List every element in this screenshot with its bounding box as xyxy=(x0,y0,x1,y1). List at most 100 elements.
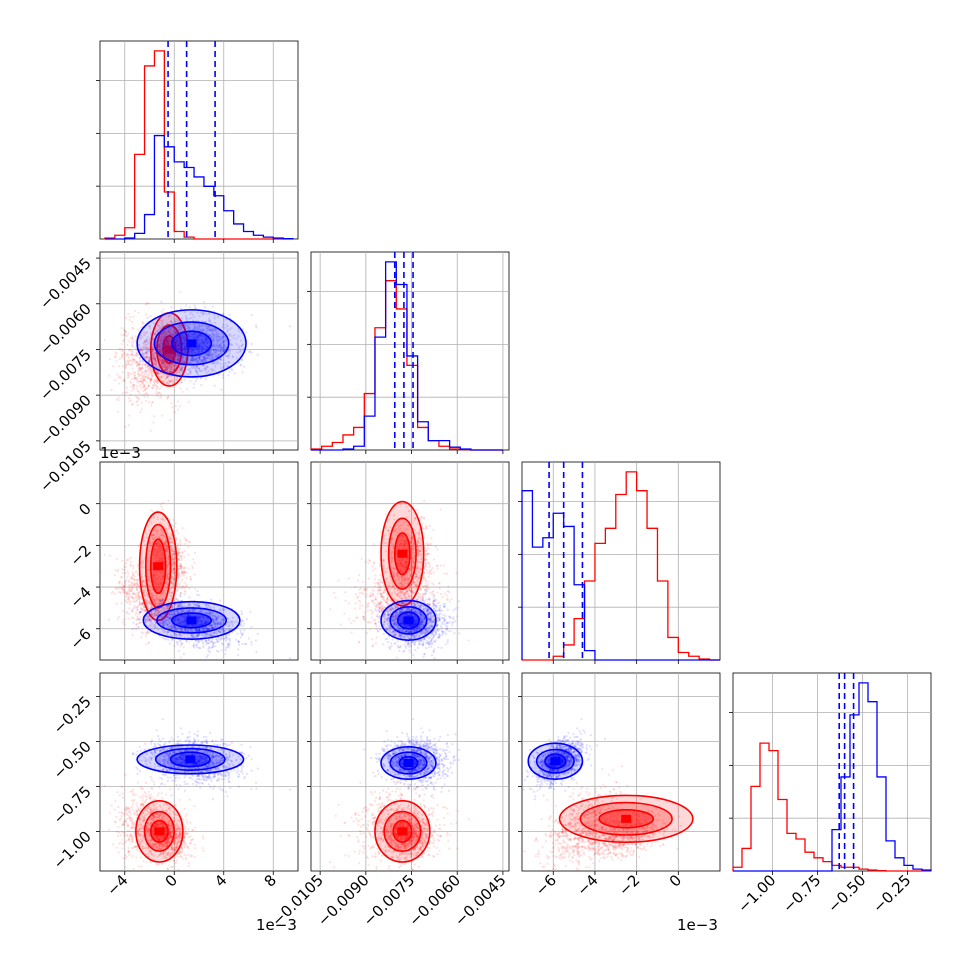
sample-point xyxy=(151,350,154,353)
sample-point xyxy=(161,335,165,338)
sample-point xyxy=(141,349,144,352)
sample-point xyxy=(168,370,171,373)
sample-point xyxy=(144,369,147,372)
sample-point xyxy=(170,363,173,366)
sample-point xyxy=(164,369,167,372)
sample-point xyxy=(135,581,138,585)
sample-point xyxy=(167,338,170,341)
sample-point xyxy=(169,320,172,323)
sample-point xyxy=(220,345,223,349)
sample-point xyxy=(133,374,136,377)
sample-point xyxy=(180,381,183,384)
sample-point xyxy=(166,354,170,358)
sample-point xyxy=(153,358,157,361)
sample-point xyxy=(161,360,164,364)
sample-point xyxy=(157,329,160,332)
sample-point xyxy=(117,399,120,402)
sample-point xyxy=(137,379,140,382)
sample-point xyxy=(159,327,162,330)
sample-point xyxy=(165,369,168,372)
sample-point xyxy=(120,327,123,330)
sample-point xyxy=(181,368,184,372)
sample-point xyxy=(131,326,134,329)
sample-point xyxy=(154,384,157,387)
sample-point xyxy=(187,400,190,404)
sample-point xyxy=(170,353,173,356)
sample-point xyxy=(138,392,141,395)
sample-point xyxy=(181,338,184,341)
sample-point xyxy=(158,355,162,359)
sample-point xyxy=(176,529,179,532)
sample-point xyxy=(147,340,150,343)
sample-point xyxy=(173,525,176,528)
sample-point xyxy=(148,355,151,359)
sample-point xyxy=(195,377,199,380)
sample-point xyxy=(218,599,222,602)
sample-point xyxy=(159,343,162,347)
sample-point xyxy=(214,328,217,331)
sample-point xyxy=(130,341,133,344)
sample-point xyxy=(214,348,217,351)
sample-point xyxy=(133,377,137,380)
sample-point xyxy=(180,554,183,557)
sample-point xyxy=(222,638,225,641)
sample-point xyxy=(157,348,161,351)
sample-point xyxy=(126,359,129,362)
sample-point xyxy=(152,385,155,388)
sample-point xyxy=(178,565,181,568)
sample-point xyxy=(135,401,138,404)
sample-point xyxy=(123,360,127,363)
sample-point xyxy=(288,657,291,660)
sample-point xyxy=(152,357,155,360)
sample-point xyxy=(146,345,149,348)
sample-point xyxy=(190,348,194,351)
sample-point xyxy=(180,360,183,363)
sample-point xyxy=(125,595,128,598)
sample-point xyxy=(144,363,147,366)
sample-point xyxy=(157,373,160,376)
sample-point xyxy=(215,340,218,343)
sample-point xyxy=(183,378,186,381)
sample-point xyxy=(152,354,155,357)
sample-point xyxy=(127,360,130,363)
sample-point xyxy=(177,341,180,345)
sample-point xyxy=(125,386,129,389)
sample-point xyxy=(123,581,127,584)
sample-point xyxy=(132,387,135,391)
sample-point xyxy=(193,551,197,555)
sample-point xyxy=(121,355,125,358)
sample-point xyxy=(155,362,158,366)
sample-point xyxy=(165,353,168,357)
sample-point xyxy=(160,341,163,344)
sample-point xyxy=(147,360,150,363)
sample-point xyxy=(121,559,124,562)
sample-point xyxy=(131,367,134,370)
sample-point xyxy=(160,362,163,365)
sample-point xyxy=(154,356,157,359)
sample-point xyxy=(201,356,205,359)
sample-point xyxy=(180,585,183,588)
sample-point xyxy=(154,358,157,361)
sample-point xyxy=(144,332,147,335)
sample-point xyxy=(148,337,152,340)
sample-point xyxy=(161,319,164,322)
sample-point xyxy=(139,349,142,352)
sample-point xyxy=(171,332,174,336)
sample-point xyxy=(129,399,133,402)
sample-point xyxy=(161,359,164,362)
sample-point xyxy=(159,392,162,395)
sample-point xyxy=(181,551,184,554)
sample-point xyxy=(127,424,130,427)
sample-point xyxy=(132,578,135,581)
sample-point xyxy=(164,366,167,369)
sample-point xyxy=(162,361,165,365)
sample-point xyxy=(201,364,205,367)
sample-point xyxy=(142,375,145,379)
sample-point xyxy=(160,351,163,355)
sample-point xyxy=(165,381,169,384)
sample-point xyxy=(159,338,163,341)
sample-point xyxy=(141,366,144,370)
sample-point xyxy=(167,330,170,333)
sample-point xyxy=(228,313,231,317)
sample-point xyxy=(162,362,165,365)
